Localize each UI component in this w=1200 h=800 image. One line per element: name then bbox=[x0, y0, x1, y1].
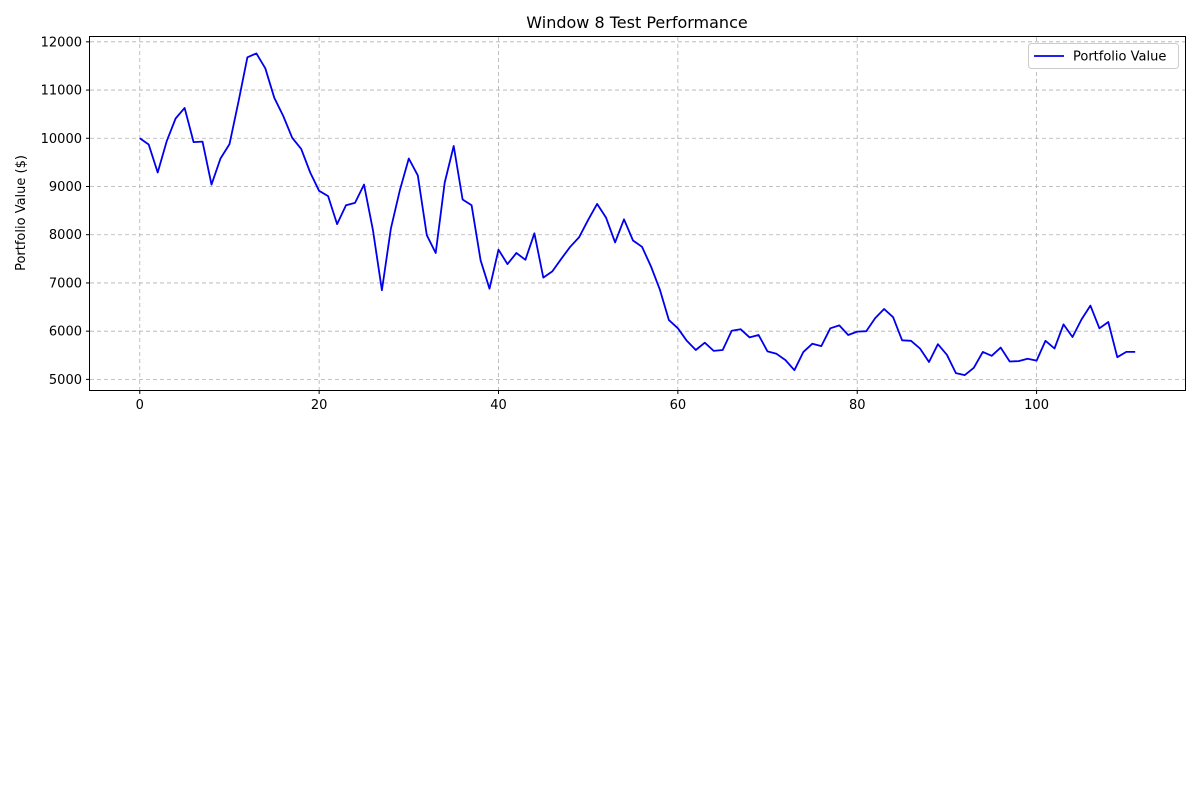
chart-title: Window 8 Test Performance bbox=[526, 13, 747, 32]
series-line-portfolio-value bbox=[139, 52, 1136, 377]
x-tick-label: 100 bbox=[1024, 398, 1049, 413]
y-tick-label: 11000 bbox=[41, 84, 82, 99]
y-tick-label: 5000 bbox=[49, 373, 82, 388]
x-tick-label: 20 bbox=[311, 398, 328, 413]
x-axis: 0 20 40 60 80 100 bbox=[136, 390, 1049, 413]
x-tick-label: 40 bbox=[490, 398, 507, 413]
x-tick-label: 60 bbox=[670, 398, 687, 413]
y-axis-label: Portfolio Value ($) bbox=[14, 155, 29, 271]
y-tick-label: 8000 bbox=[49, 228, 82, 243]
series-group bbox=[139, 52, 1136, 377]
y-tick-label: 7000 bbox=[49, 276, 82, 291]
y-tick-label: 9000 bbox=[49, 180, 82, 195]
x-tick-label: 0 bbox=[136, 398, 144, 413]
y-tick-label: 12000 bbox=[41, 35, 82, 50]
y-axis: 5000 6000 7000 8000 9000 10000 11000 12000 bbox=[41, 35, 90, 388]
plot-frame bbox=[89, 36, 1186, 391]
x-tick-label: 80 bbox=[849, 398, 866, 413]
legend-box bbox=[1028, 43, 1179, 69]
y-tick-label: 6000 bbox=[49, 325, 82, 340]
legend-label: Portfolio Value bbox=[1073, 50, 1166, 65]
y-tick-label: 10000 bbox=[41, 132, 82, 147]
grid-lines bbox=[90, 37, 1185, 390]
legend: Portfolio Value bbox=[1028, 43, 1179, 69]
